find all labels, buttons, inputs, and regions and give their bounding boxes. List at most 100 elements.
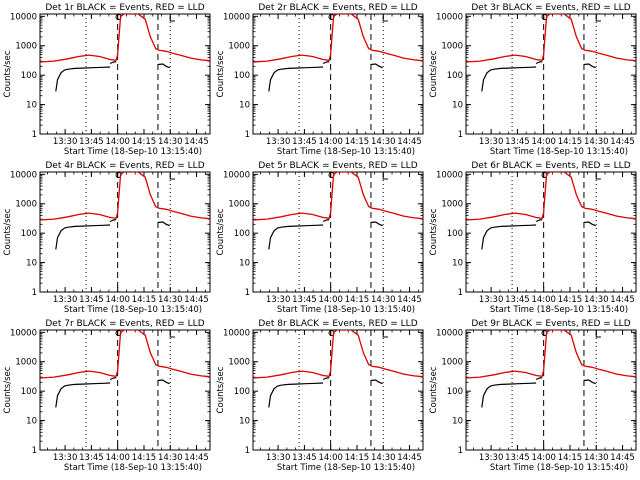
events-series-line — [280, 66, 324, 70]
lld-series-line — [466, 14, 636, 63]
x-tick-label: 14:00 — [531, 137, 556, 147]
events-series-line — [481, 384, 495, 408]
marker-bracket — [382, 174, 388, 180]
events-series-line — [370, 379, 383, 385]
panel-title: Det 6r BLACK = Events, RED = LLD — [471, 161, 630, 171]
lld-series-line — [466, 172, 636, 221]
lld-series-line — [466, 330, 636, 379]
x-tick-label: 14:00 — [105, 453, 130, 463]
x-tick-label: 14:45 — [610, 295, 635, 305]
x-tick-label: 13:30 — [53, 137, 78, 147]
x-tick-label: 14:15 — [558, 295, 583, 305]
x-tick-label: 14:30 — [158, 295, 183, 305]
y-axis-label: Counts/sec — [429, 208, 439, 255]
events-series-line — [370, 221, 383, 227]
plot-frame — [252, 171, 424, 293]
events-series-line — [55, 226, 69, 250]
y-tick-label: 10000 — [10, 12, 37, 22]
x-tick-label: 14:45 — [184, 137, 209, 147]
x-tick-label: 14:45 — [610, 137, 635, 147]
y-tick-label: 10 — [452, 101, 463, 111]
x-tick-label: 13:45 — [292, 453, 317, 463]
x-tick-label: 14:45 — [610, 453, 635, 463]
x-tick-label: 14:45 — [397, 295, 422, 305]
x-tick-label: 14:00 — [531, 295, 556, 305]
events-series-line — [322, 61, 330, 65]
x-tick-label: 14:45 — [184, 295, 209, 305]
x-axis-label: Start Time (18-Sep-10 13:15:40) — [490, 147, 628, 157]
x-tick-label: 14:30 — [584, 295, 609, 305]
y-tick-label: 1000 — [228, 358, 250, 368]
events-series-line — [493, 224, 537, 228]
events-series-line — [67, 66, 111, 70]
panel-title: Det 7r BLACK = Events, RED = LLD — [45, 319, 204, 329]
y-tick-label: 10000 — [10, 328, 37, 338]
x-tick-label: 14:15 — [345, 453, 370, 463]
events-series-line — [535, 377, 543, 381]
events-series-line — [481, 68, 495, 92]
x-tick-label: 13:30 — [479, 453, 504, 463]
y-tick-label: 100 — [447, 387, 463, 397]
x-tick-label: 14:30 — [371, 137, 396, 147]
x-tick-label: 14:30 — [584, 453, 609, 463]
x-tick-label: 14:30 — [584, 137, 609, 147]
y-tick-label: 10000 — [223, 170, 250, 180]
panel-title: Det 1r BLACK = Events, RED = LLD — [45, 3, 204, 13]
x-tick-label: 14:00 — [105, 137, 130, 147]
x-axis-label: Start Time (18-Sep-10 13:15:40) — [277, 305, 415, 315]
y-tick-label: 10 — [452, 259, 463, 269]
marker-bracket — [595, 16, 601, 22]
plot-frame — [39, 171, 211, 293]
x-tick-label: 13:30 — [266, 137, 291, 147]
x-tick-label: 14:00 — [531, 453, 556, 463]
y-tick-label: 100 — [447, 71, 463, 81]
events-series-line — [268, 68, 282, 92]
events-series-line — [109, 219, 117, 223]
x-axis-label: Start Time (18-Sep-10 13:15:40) — [64, 147, 202, 157]
lld-series-line — [253, 330, 423, 379]
lld-series-line — [40, 172, 210, 221]
events-series-line — [67, 382, 111, 386]
x-tick-label: 14:45 — [397, 137, 422, 147]
events-series-line — [493, 382, 537, 386]
y-tick-label: 10000 — [223, 12, 250, 22]
marker-bracket — [595, 174, 601, 180]
y-tick-label: 1000 — [441, 358, 463, 368]
events-series-line — [535, 219, 543, 223]
y-tick-label: 1 — [245, 288, 250, 298]
y-tick-label: 10 — [26, 417, 37, 427]
lld-series-line — [253, 14, 423, 63]
panel-title: Det 3r BLACK = Events, RED = LLD — [471, 3, 630, 13]
panel-2: Det 2r BLACK = Events, RED = LLD 1 10 100 10… — [216, 3, 424, 157]
events-series-line — [583, 63, 596, 69]
y-tick-label: 10 — [239, 101, 250, 111]
x-tick-label: 14:15 — [345, 137, 370, 147]
plot-frame — [252, 329, 424, 451]
x-tick-label: 13:45 — [292, 295, 317, 305]
y-tick-label: 100 — [234, 71, 250, 81]
panel-7: Det 7r BLACK = Events, RED = LLD 1 10 100 10… — [3, 319, 211, 473]
x-tick-label: 14:15 — [345, 295, 370, 305]
x-axis-label: Start Time (18-Sep-10 13:15:40) — [64, 305, 202, 315]
events-series-line — [583, 221, 596, 227]
x-tick-label: 14:45 — [397, 453, 422, 463]
x-tick-label: 13:45 — [505, 137, 530, 147]
y-tick-label: 100 — [21, 387, 37, 397]
x-tick-label: 13:30 — [266, 295, 291, 305]
y-tick-label: 10 — [452, 417, 463, 427]
y-tick-label: 10 — [239, 259, 250, 269]
panel-title: Det 2r BLACK = Events, RED = LLD — [258, 3, 417, 13]
y-tick-label: 1000 — [441, 200, 463, 210]
panels-group: Det 1r BLACK = Events, RED = LLD 1 10 100 10… — [3, 3, 637, 473]
marker-bracket — [169, 16, 175, 22]
events-series-line — [67, 224, 111, 228]
x-tick-label: 13:45 — [292, 137, 317, 147]
panel-3: Det 3r BLACK = Events, RED = LLD 1 10 100 10… — [429, 3, 637, 157]
lld-series-line — [40, 330, 210, 379]
events-series-line — [493, 66, 537, 70]
panel-4: Det 4r BLACK = Events, RED = LLD 1 10 100 10… — [3, 161, 211, 315]
plot-frame — [465, 171, 637, 293]
x-tick-label: 14:45 — [184, 453, 209, 463]
x-tick-label: 13:30 — [479, 137, 504, 147]
